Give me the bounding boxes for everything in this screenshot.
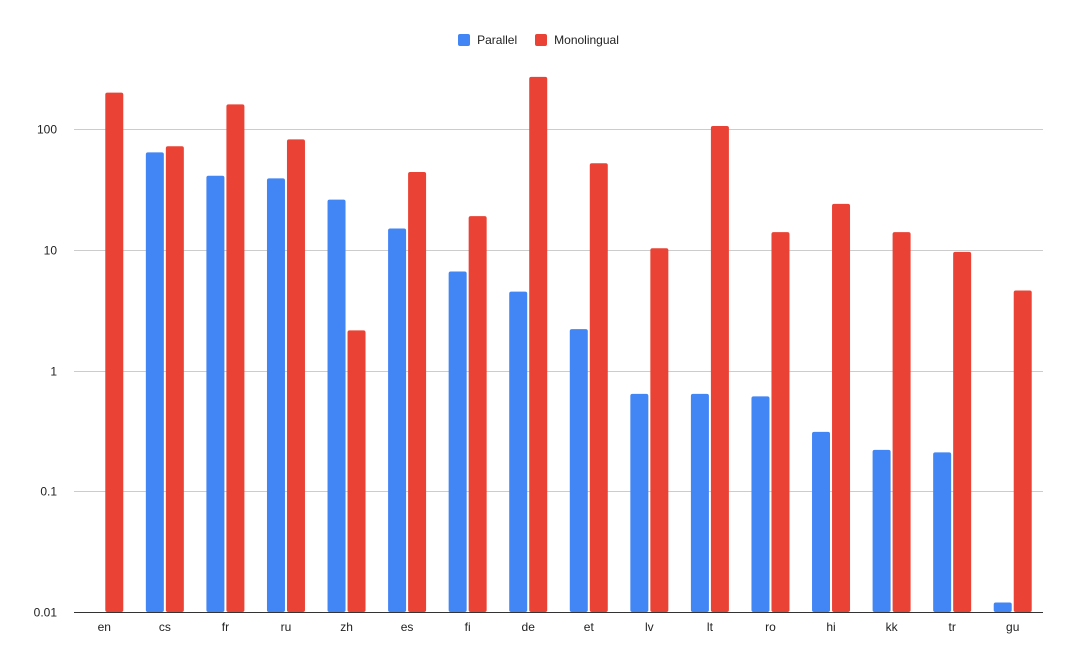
bar-parallel-cs [145, 152, 164, 613]
legend-item-parallel[interactable]: Parallel [458, 33, 517, 47]
y-tick-label: 0.1 [40, 485, 57, 499]
bar-parallel-zh [327, 199, 346, 612]
x-tick-label: gu [1006, 620, 1019, 634]
legend-swatch-monolingual [535, 34, 548, 46]
bar-parallel-kk [872, 449, 891, 612]
x-tick-label: zh [340, 620, 353, 634]
bar-monolingual-fi [468, 216, 487, 612]
bar-parallel-ru [266, 178, 285, 612]
bar-monolingual-ro [771, 232, 790, 612]
bar-parallel-et [569, 329, 588, 612]
y-tick-label: 100 [37, 123, 57, 137]
bar-parallel-de [509, 291, 528, 612]
bar-monolingual-kk [892, 232, 911, 612]
x-tick-label: cs [159, 620, 171, 634]
bar-monolingual-cs [165, 146, 184, 612]
x-tick-label: hi [826, 620, 835, 634]
x-tick-label: tr [948, 620, 955, 634]
y-tick-label: 10 [44, 244, 58, 258]
x-tick-label: lt [707, 620, 714, 634]
legend-label-parallel: Parallel [477, 33, 518, 47]
x-tick-label: en [98, 620, 111, 634]
bar-monolingual-zh [347, 330, 366, 612]
bar-monolingual-hi [832, 203, 851, 613]
x-tick-label: fi [465, 620, 471, 634]
bar-monolingual-lt [710, 125, 729, 613]
chart-legend: Parallel Monolingual [0, 32, 1077, 48]
bar-monolingual-ru [286, 139, 305, 612]
bar-monolingual-tr [953, 251, 972, 612]
x-tick-label: es [401, 620, 414, 634]
bar-monolingual-lv [650, 248, 669, 613]
x-tick-label: de [522, 620, 536, 634]
bar-parallel-fi [448, 271, 467, 612]
bar-parallel-fr [206, 175, 225, 612]
y-tick-label: 1 [50, 365, 57, 379]
bar-parallel-ro [751, 396, 770, 612]
bar-monolingual-es [408, 172, 427, 612]
x-tick-label: ro [765, 620, 776, 634]
legend-label-monolingual: Monolingual [554, 33, 619, 47]
bar-parallel-hi [812, 431, 831, 612]
bar-monolingual-en [105, 92, 124, 612]
bar-parallel-es [388, 228, 407, 612]
legend-swatch-parallel [458, 34, 471, 46]
bar-monolingual-gu [1013, 290, 1032, 612]
bar-parallel-tr [933, 452, 952, 612]
x-tick-label: fr [222, 620, 229, 634]
y-tick-label: 0.01 [34, 606, 58, 620]
bar-parallel-lv [630, 393, 649, 612]
bar-monolingual-de [529, 76, 548, 612]
legend-item-monolingual[interactable]: Monolingual [535, 33, 619, 47]
bar-monolingual-fr [226, 104, 245, 612]
bar-monolingual-et [589, 163, 608, 612]
bar-parallel-gu [993, 602, 1012, 612]
x-tick-label: ru [281, 620, 292, 634]
x-tick-label: kk [886, 620, 899, 634]
x-tick-label: et [584, 620, 595, 634]
x-tick-label: lv [645, 620, 654, 634]
bar-parallel-lt [690, 393, 709, 612]
